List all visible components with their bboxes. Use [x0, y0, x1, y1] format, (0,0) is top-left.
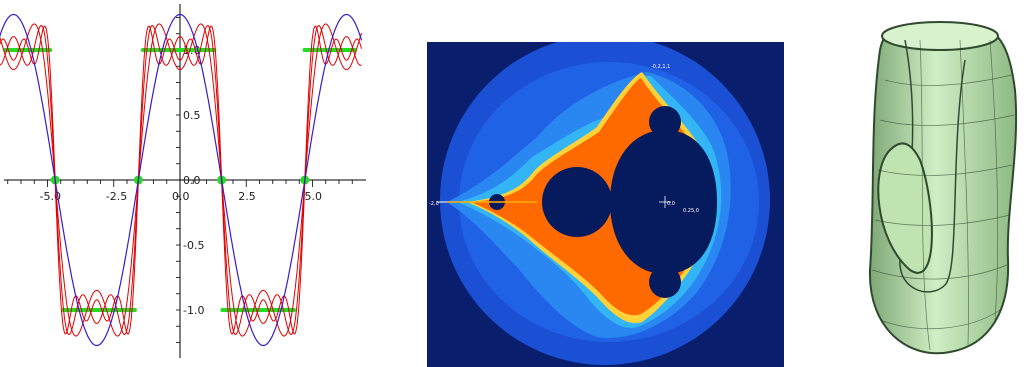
- x-tick-label: -2.5: [106, 190, 127, 203]
- x-tick-label: 2.5: [238, 190, 256, 203]
- top-bulb: [649, 106, 681, 138]
- fourier-series-plot: -5.0-2.50.02.55.01.00.50.0-0.5-1.0: [0, 0, 370, 366]
- partial-sum-curve: [0, 23, 362, 337]
- klein-rim: [881, 21, 999, 51]
- first-harmonic-curve: [0, 13, 363, 347]
- mandel-label-left: -2,0: [429, 201, 439, 207]
- partial-sum-curve: [0, 24, 362, 336]
- y-tick-label: 0.0: [183, 174, 201, 187]
- period-2-bulb: [542, 167, 612, 237]
- klein-mesh: [871, 39, 1015, 351]
- fourier-plot-canvas: -5.0-2.50.02.55.01.00.50.0-0.5-1.0: [0, 4, 366, 358]
- y-tick-label: -1.0: [183, 304, 204, 317]
- y-tick-label: 0.5: [183, 109, 201, 122]
- x-tick-label: 5.0: [305, 190, 323, 203]
- klein-bottle-canvas: [868, 21, 1018, 355]
- mandelbrot-image: -0,2,1,1 -2,0 0,0 0.25,0: [427, 42, 784, 367]
- klein-handle: [877, 142, 933, 274]
- mandel-label-top: -0,2,1,1: [651, 64, 670, 70]
- mandelbrot-canvas: -0,2,1,1 -2,0 0,0 0.25,0: [427, 42, 784, 367]
- bottom-bulb: [649, 266, 681, 298]
- y-tick-label: -0.5: [183, 239, 204, 252]
- klein-bottle-image: [850, 0, 1026, 366]
- mandel-label-quarter: 0.25,0: [683, 208, 699, 214]
- x-tick-label: 0.0: [172, 190, 190, 203]
- partial-sum-curve: [0, 25, 362, 335]
- mandel-label-center: 0,0: [667, 201, 675, 207]
